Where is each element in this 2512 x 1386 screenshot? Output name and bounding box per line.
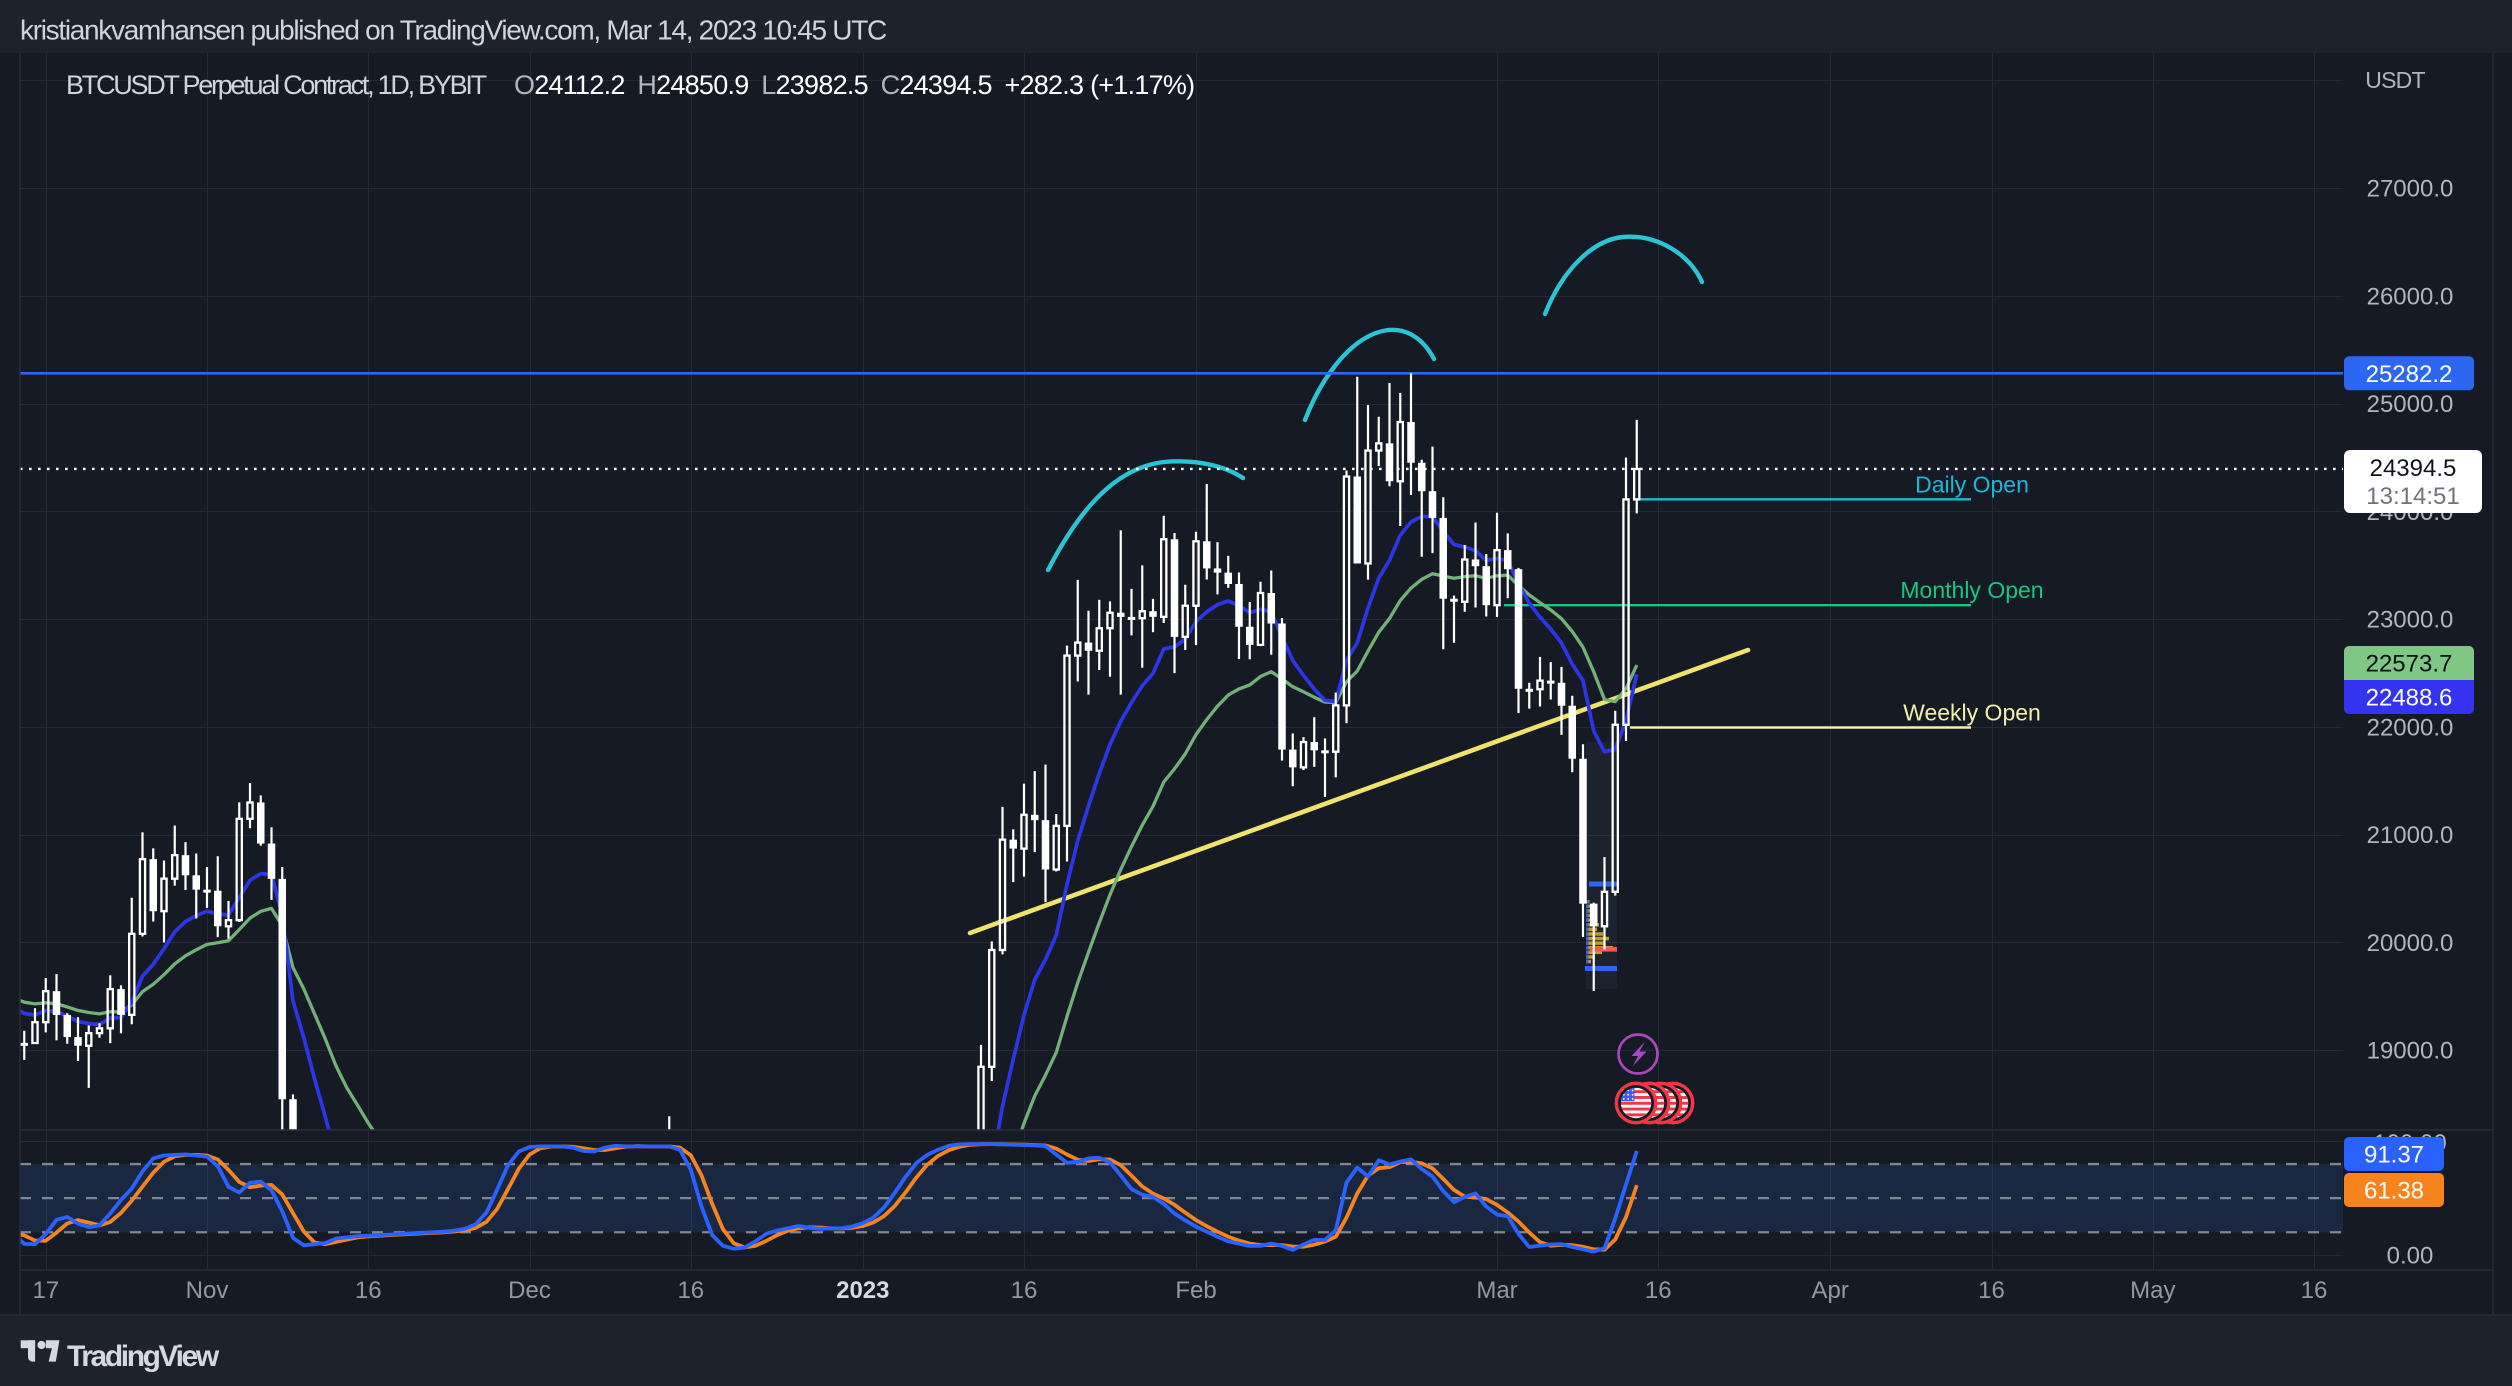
svg-text:26000.0: 26000.0: [2367, 283, 2454, 310]
svg-text:22000.0: 22000.0: [2367, 714, 2454, 741]
svg-text:23000.0: 23000.0: [2367, 607, 2454, 634]
svg-text:2023: 2023: [836, 1277, 889, 1304]
svg-text:Monthly Open: Monthly Open: [1900, 577, 2043, 603]
svg-text:25000.0: 25000.0: [2367, 391, 2454, 418]
svg-text:0.00: 0.00: [2387, 1243, 2434, 1270]
svg-text:16: 16: [355, 1277, 382, 1304]
svg-text:BTCUSDT Perpetual Contract, 1D: BTCUSDT Perpetual Contract, 1D, BYBIT: [66, 70, 487, 100]
svg-text:Daily Open: Daily Open: [1915, 471, 2029, 497]
svg-text:61.38: 61.38: [2364, 1178, 2424, 1205]
svg-text:13:14:51: 13:14:51: [2366, 483, 2459, 510]
svg-text:Weekly Open: Weekly Open: [1903, 699, 2041, 725]
svg-text:27000.0: 27000.0: [2367, 176, 2454, 203]
svg-text:24394.5: 24394.5: [2370, 455, 2457, 482]
svg-text:17: 17: [32, 1277, 59, 1304]
svg-text:22573.7: 22573.7: [2366, 651, 2453, 678]
svg-text:91.37: 91.37: [2364, 1142, 2424, 1169]
svg-text:May: May: [2130, 1277, 2175, 1304]
svg-text:Mar: Mar: [1476, 1277, 1517, 1304]
svg-text:16: 16: [677, 1277, 704, 1304]
svg-text:TradingView: TradingView: [67, 1340, 220, 1373]
svg-text:21000.0: 21000.0: [2367, 822, 2454, 849]
svg-text:Nov: Nov: [186, 1277, 229, 1304]
svg-text:16: 16: [1011, 1277, 1038, 1304]
svg-text:25282.2: 25282.2: [2366, 361, 2453, 388]
svg-text:19000.0: 19000.0: [2367, 1038, 2454, 1065]
svg-text:USDT: USDT: [2365, 67, 2425, 93]
svg-text:Feb: Feb: [1175, 1277, 1216, 1304]
svg-text:kristiankvamhansen published o: kristiankvamhansen published on TradingV…: [20, 15, 887, 46]
svg-text:22488.6: 22488.6: [2366, 685, 2453, 712]
svg-text:16: 16: [1645, 1277, 1672, 1304]
svg-text:16: 16: [1978, 1277, 2005, 1304]
svg-text:Apr: Apr: [1812, 1277, 1849, 1304]
svg-text:O24112.2 H24850.9 L23982.5 C24: O24112.2 H24850.9 L23982.5 C24394.5 +282…: [514, 70, 1194, 100]
svg-text:16: 16: [2301, 1277, 2328, 1304]
svg-text:Dec: Dec: [508, 1277, 551, 1304]
svg-text:20000.0: 20000.0: [2367, 930, 2454, 957]
